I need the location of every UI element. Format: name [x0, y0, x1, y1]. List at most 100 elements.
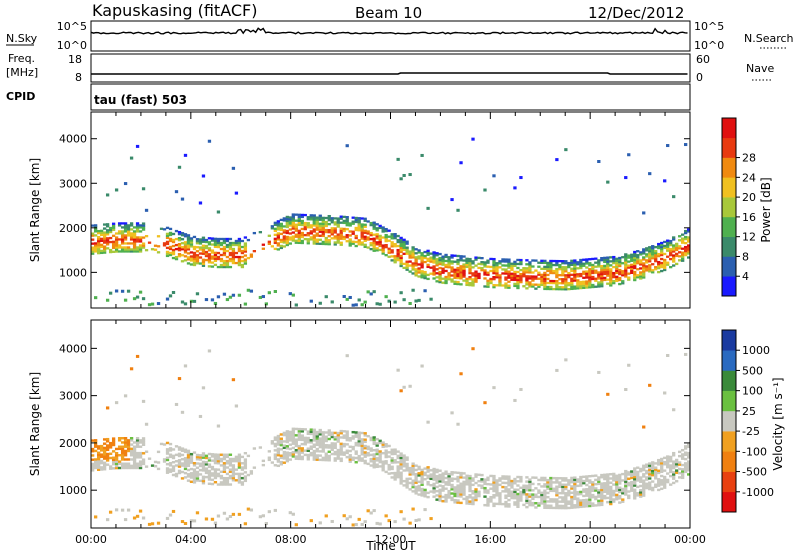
velocity-cell — [678, 467, 682, 471]
power-cell — [597, 281, 601, 284]
velocity-cell — [543, 483, 547, 486]
power-cell — [387, 249, 391, 252]
velocity-cell — [180, 458, 185, 461]
velocity-cell — [447, 481, 451, 484]
power-cell — [459, 267, 463, 270]
velocity-cell — [267, 456, 271, 459]
power-cell — [354, 216, 358, 220]
velocity-cell — [126, 441, 131, 444]
velocity-cell — [510, 479, 514, 483]
velocity-cell — [561, 487, 565, 491]
power-cell — [336, 239, 340, 242]
velocity-cell — [279, 439, 283, 443]
power-cell — [387, 299, 391, 303]
velocity-cell — [471, 502, 475, 506]
power-cell — [141, 226, 146, 229]
velocity-cell — [366, 434, 370, 438]
velocity-cell — [633, 482, 637, 485]
power-cell — [291, 235, 295, 238]
power-cell — [483, 285, 487, 288]
velocity-cell — [462, 491, 466, 494]
velocity-cell — [567, 479, 571, 482]
power-cell — [120, 236, 125, 239]
velocity-cell — [144, 450, 149, 453]
velocity-cell — [480, 480, 484, 483]
power-cell — [555, 271, 559, 275]
power-cell — [594, 277, 598, 280]
power-cell — [618, 276, 622, 280]
velocity-cell — [648, 383, 652, 387]
power-cell — [339, 235, 343, 238]
power-cell — [414, 270, 418, 273]
power-cell — [201, 264, 206, 267]
velocity-cell — [93, 458, 98, 461]
velocity-cell — [252, 466, 257, 469]
power-cell — [348, 244, 352, 247]
velocity-cell — [456, 422, 460, 426]
power-cell — [360, 227, 364, 230]
power-cell — [273, 237, 277, 241]
power-cell — [96, 237, 101, 241]
power-cell — [423, 254, 427, 258]
power-cell — [615, 261, 619, 264]
velocity-cell — [216, 455, 221, 459]
velocity-cell — [378, 460, 382, 464]
velocity-cell — [231, 470, 236, 473]
velocity-cell — [456, 490, 460, 494]
power-cell — [288, 218, 292, 221]
velocity-cell — [111, 458, 116, 462]
power-cell — [573, 277, 577, 280]
velocity-cell — [585, 483, 589, 487]
cpid-strip-frame — [90, 83, 691, 111]
power-cell — [120, 246, 125, 249]
power-cell — [513, 270, 517, 274]
power-cell — [684, 247, 688, 251]
velocity-cell — [627, 494, 631, 498]
velocity-cell — [525, 476, 529, 479]
power-cell — [495, 266, 499, 269]
velocity-cell — [267, 458, 271, 462]
power-cell — [411, 264, 415, 267]
power-cell — [420, 256, 424, 259]
velocity-cell — [600, 503, 604, 507]
power-cell — [450, 270, 454, 273]
power-cell — [621, 270, 625, 273]
velocity-cell — [183, 450, 188, 454]
power-cell — [102, 241, 107, 244]
velocity-cell — [564, 500, 568, 503]
power-cell — [579, 260, 583, 264]
velocity-cell — [177, 454, 182, 458]
power-cell — [408, 270, 412, 273]
velocity-cell — [186, 456, 191, 459]
power-cell — [450, 274, 454, 277]
power-cell — [582, 282, 586, 285]
power-cell — [636, 276, 640, 279]
velocity-cell — [420, 483, 424, 486]
power-cell — [516, 276, 520, 280]
power-cell — [138, 230, 143, 233]
power-cell — [312, 224, 316, 227]
velocity-cell — [336, 448, 340, 452]
velocity-cell — [534, 502, 538, 505]
power-cell — [111, 246, 116, 249]
power-cell — [111, 240, 116, 243]
velocity-cell — [393, 452, 397, 456]
power-cell — [240, 249, 245, 253]
power-cell — [93, 242, 98, 245]
velocity-cell — [120, 447, 125, 451]
velocity-cell — [525, 495, 529, 498]
power-cell — [477, 272, 481, 276]
power-cell — [522, 267, 526, 270]
power-cell — [336, 219, 340, 222]
velocity-cell — [315, 432, 319, 436]
velocity-cell — [351, 523, 355, 527]
power-cell — [291, 227, 295, 230]
power-cell — [438, 266, 442, 270]
power-cell — [624, 261, 628, 264]
velocity-cell — [534, 493, 538, 496]
power-cell — [528, 261, 532, 264]
velocity-cell — [564, 487, 568, 491]
power-cell — [294, 235, 298, 238]
y-tick-label: 4000 — [59, 133, 87, 146]
velocity-cell — [501, 477, 505, 480]
